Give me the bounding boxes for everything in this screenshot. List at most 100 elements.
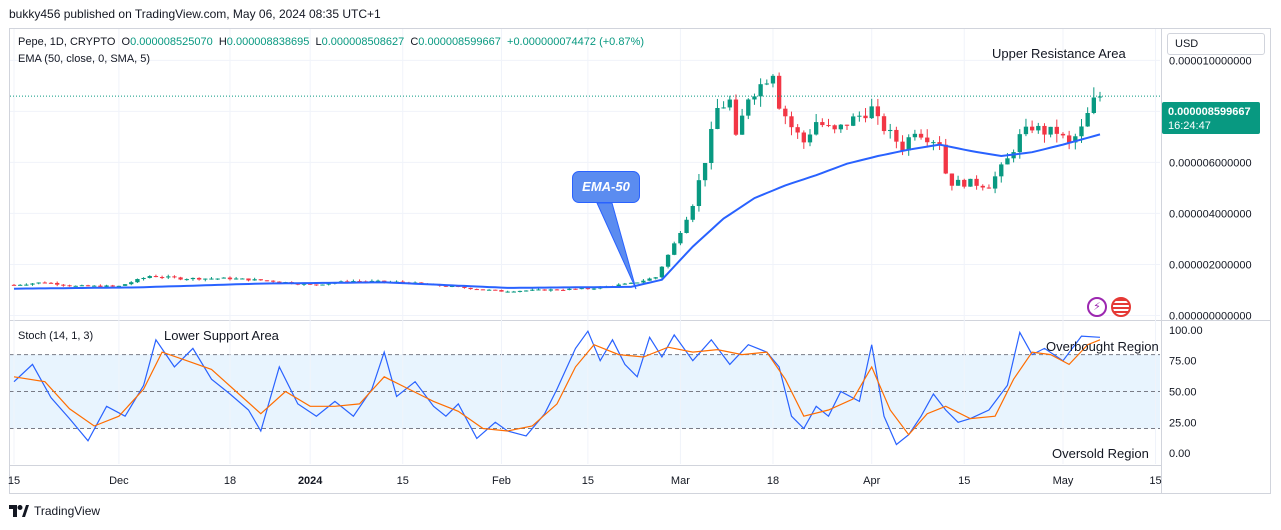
last-price-value: 0.000008599667 (1168, 106, 1251, 118)
symbol-label[interactable]: Pepe, 1D, CRYPTO (18, 36, 116, 48)
candle-body (1029, 126, 1035, 131)
candle-body (851, 116, 856, 126)
candle-body (67, 285, 72, 287)
candle-body (807, 134, 813, 143)
candle-body (73, 285, 78, 287)
candle-body (1048, 126, 1053, 135)
ohlc-legend[interactable]: Pepe, 1D, CRYPTO O0.000008525070 H0.0000… (18, 36, 644, 48)
candle-body (320, 284, 325, 286)
candle-body (1060, 133, 1066, 136)
candle-body (906, 137, 911, 151)
candle-body (1091, 97, 1096, 113)
candle-body (622, 283, 628, 285)
candle-body (468, 287, 473, 290)
candle-body (770, 75, 776, 84)
candle-body (166, 276, 171, 278)
candle-body (129, 282, 134, 285)
candle-body (233, 278, 239, 280)
candle-body (48, 282, 54, 284)
candle-body (258, 279, 263, 281)
candle-body (474, 289, 479, 291)
candle-body (702, 162, 708, 181)
close-label: C (410, 36, 419, 48)
open-label: O (121, 36, 131, 48)
candle-body (795, 127, 800, 133)
stoch-d-line (13, 339, 1101, 436)
candle-body (542, 289, 547, 291)
candle-body (326, 283, 331, 285)
candle-body (801, 132, 806, 143)
high-label: H (218, 36, 227, 48)
candle-body (85, 285, 91, 287)
candle-body (493, 289, 498, 291)
candle-body (567, 288, 572, 290)
price-tick-label: 0.000002000000 (1169, 259, 1252, 271)
candle-body (203, 278, 208, 280)
candle-body (1042, 125, 1047, 135)
candle-body (104, 285, 109, 287)
ema-50-callout: EMA-50 (572, 171, 640, 203)
candle-body (641, 280, 646, 283)
candle-body (190, 277, 196, 280)
candle-body (209, 278, 214, 280)
candle-body (900, 141, 905, 151)
candle-body (1036, 125, 1041, 131)
candle-body (838, 124, 844, 130)
candle-body (153, 276, 159, 278)
time-tick-label: 15 (8, 475, 20, 487)
candle-body (888, 129, 893, 132)
publisher-line: bukky456 published on TradingView.com, M… (9, 7, 381, 21)
time-tick-label: Dec (109, 475, 129, 487)
currency-selector[interactable]: USD (1167, 33, 1265, 55)
candle-body (776, 75, 782, 109)
pane-divider[interactable] (9, 320, 1271, 321)
time-tick-label: 15 (397, 475, 409, 487)
stoch-k-line (13, 329, 1101, 446)
ema-50-callout-pointer (596, 202, 637, 290)
price-tick-label: 0.000006000000 (1169, 157, 1252, 169)
candle-body (449, 285, 455, 287)
candle-body (875, 106, 881, 117)
candle-body (980, 185, 985, 188)
candle-body (715, 107, 720, 129)
status-icons: ⚡ (1087, 297, 1131, 317)
candle-body (659, 266, 665, 278)
candle-body (653, 277, 658, 279)
candle-body (252, 279, 257, 281)
candle-body (696, 180, 702, 207)
candle-body (264, 280, 270, 282)
candle-body (616, 284, 621, 287)
time-tick-label: Feb (492, 475, 511, 487)
candle-body (55, 282, 60, 285)
candle-body (536, 289, 541, 291)
flash-icon[interactable]: ⚡ (1087, 297, 1107, 317)
candle-body (184, 279, 189, 281)
time-tick-label: Apr (863, 475, 880, 487)
candle-body (382, 280, 387, 282)
date-axis-divider (9, 465, 1161, 466)
last-price-label: 0.000008599667 16:24:47 (1162, 102, 1260, 134)
candle-body (758, 84, 763, 97)
candle-body (505, 291, 510, 293)
candle-body (925, 137, 930, 143)
ema-legend[interactable]: EMA (50, close, 0, SMA, 5) (18, 53, 151, 65)
candle-body (727, 99, 732, 108)
chart-frame (9, 28, 1271, 494)
lower-support-annotation: Lower Support Area (164, 328, 279, 343)
stoch-legend[interactable]: Stoch (14, 1, 3) (18, 330, 94, 342)
overbought-annotation: Overbought Region (1046, 339, 1159, 354)
candle-body (863, 115, 868, 119)
us-flag-icon[interactable] (1111, 297, 1131, 317)
candle-body (270, 280, 276, 282)
stoch-tick-label: 50.00 (1169, 387, 1197, 399)
candle-body (480, 289, 486, 291)
footer[interactable]: TradingView (9, 504, 100, 518)
candle-body (561, 289, 566, 291)
candle-body (739, 115, 745, 135)
candle-body (733, 99, 739, 135)
candle-body (955, 179, 961, 186)
candle-body (844, 124, 850, 126)
low-label: L (315, 36, 322, 48)
candle-body (30, 283, 35, 285)
